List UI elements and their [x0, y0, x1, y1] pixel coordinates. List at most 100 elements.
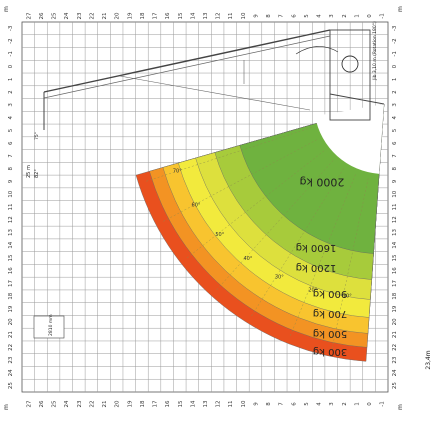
top-scale-tick: 16: [165, 12, 171, 19]
left-scale-tick: 15: [8, 254, 14, 261]
bottom-scale-tick: 16: [165, 400, 171, 407]
tip-length-label: 25 m: [26, 165, 32, 178]
bottom-scale-tick: -1: [380, 401, 386, 406]
bottom-scale-tick: 26: [39, 400, 45, 407]
height-label: 23,4m: [425, 350, 432, 369]
top-scale-tick: 27: [26, 12, 32, 19]
right-scale-tick: 12: [392, 216, 398, 223]
left-scale-tick: 2: [8, 90, 14, 94]
right-scale-tick: 5: [392, 128, 398, 132]
angle-label: 40°: [243, 256, 252, 262]
bottom-scale-tick: 22: [89, 401, 95, 408]
bottom-scale-tick: 7: [279, 402, 285, 406]
left-scale-tick: 4: [8, 115, 14, 119]
right-scale-tick: 16: [392, 267, 398, 274]
top-scale-tick: 5: [304, 14, 310, 18]
bottom-scale-tick: 12: [216, 401, 222, 408]
zone-label-6: 300 kg: [313, 346, 347, 357]
bottom-scale-tick: 17: [153, 400, 159, 407]
bottom-scale-tick: 2: [342, 402, 348, 406]
boom-lower: [43, 35, 331, 99]
bottom-scale-tick: 11: [228, 401, 234, 408]
bottom-scale-tick: 19: [127, 400, 133, 407]
left-scale-tick: 1: [8, 78, 14, 82]
top-scale-tick: 1: [354, 14, 360, 18]
top-scale-tick: 23: [77, 12, 83, 19]
basket-note: Jib 3,10 m (Rotation 180°): [372, 21, 378, 81]
top-scale-tick: -1: [380, 13, 386, 18]
right-scale-tick: 10: [392, 190, 398, 197]
left-scale-tick: 21: [8, 331, 14, 338]
top-scale-tick: 26: [39, 12, 45, 19]
top-scale-tick: 15: [178, 12, 184, 19]
bottom-scale-tick: 21: [102, 401, 108, 408]
top-scale-tick: 13: [203, 12, 209, 19]
basket-frame: [329, 29, 371, 121]
angle-line: [144, 127, 312, 183]
angle-line: [250, 168, 344, 318]
top-scale-tick: 14: [190, 12, 196, 19]
bottom-scale-tick: 13: [203, 400, 209, 407]
left-scale-tick: 0: [8, 64, 14, 68]
bottom-scale-tick: 6: [291, 402, 297, 406]
unit-bottom-left: m: [3, 404, 10, 410]
top-scale-tick: 25: [52, 12, 58, 19]
angle-label: 20°: [308, 287, 317, 293]
bottom-scale-tick: 8: [266, 402, 272, 406]
zone-label-5: 500 kg: [313, 328, 347, 339]
left-scale-tick: 13: [8, 229, 14, 236]
operator-head: [341, 55, 359, 73]
top-scale-tick: 0: [367, 14, 373, 18]
angle-label: 30°: [275, 275, 284, 281]
bottom-scale-tick: 9: [253, 402, 259, 406]
left-scale-tick: 8: [8, 166, 14, 170]
top-scale-tick: 20: [115, 12, 121, 19]
right-scale-tick: 15: [392, 254, 398, 261]
left-scale-tick: -2: [8, 38, 14, 43]
top-scale-tick: 11: [228, 13, 234, 20]
left-scale-tick: 6: [8, 141, 14, 145]
zone-label-2: 1200 kg: [296, 262, 337, 273]
zone-label-3: 900 kg: [313, 288, 347, 299]
bottom-scale-tick: 25: [52, 400, 58, 407]
right-scale-tick: 14: [392, 241, 398, 248]
left-scale-tick: 11: [8, 204, 14, 211]
top-scale-tick: 18: [140, 12, 146, 19]
left-scale-tick: 10: [8, 190, 14, 197]
jib-link: [329, 93, 385, 105]
right-scale-tick: 4: [392, 115, 398, 119]
top-scale-tick: 12: [216, 13, 222, 20]
boom-main: [43, 29, 331, 93]
bottom-scale-tick: 14: [190, 400, 196, 407]
left-scale-tick: 22: [8, 344, 14, 351]
angle-label: 10°: [343, 294, 352, 300]
right-scale-tick: 0: [392, 64, 398, 68]
bottom-scale-tick: 27: [26, 400, 32, 407]
top-scale-tick: 2: [342, 14, 348, 18]
left-scale-tick: 20: [8, 318, 14, 325]
zone-label-1: 1600 kg: [296, 242, 337, 253]
bottom-scale-tick: 5: [304, 402, 310, 406]
right-scale-tick: 21: [392, 331, 398, 338]
angle-line: [185, 150, 325, 260]
right-scale-tick: -1: [392, 51, 398, 56]
left-scale-tick: 5: [8, 128, 14, 132]
angle-line: [215, 160, 334, 292]
bottom-scale-tick: 18: [140, 400, 146, 407]
left-scale-tick: 14: [8, 241, 14, 248]
angle-line: [289, 174, 356, 338]
top-scale-tick: 10: [241, 12, 247, 19]
angle-label: 70°: [173, 169, 182, 175]
right-scale-tick: 24: [392, 369, 398, 376]
left-scale-tick: 19: [8, 305, 14, 312]
left-scale-tick: 18: [8, 292, 14, 299]
unit-top-left: m: [3, 6, 10, 12]
scale-box-label: 2810 mm: [48, 314, 54, 336]
right-scale-tick: 2: [392, 90, 398, 94]
bottom-scale-tick: 24: [64, 400, 70, 407]
left-scale-tick: 16: [8, 267, 14, 274]
axis-scales: m mm m272726262525242423232222212120201919…: [3, 6, 432, 410]
bottom-scale-tick: 15: [178, 400, 184, 407]
scale-box: [33, 315, 65, 339]
